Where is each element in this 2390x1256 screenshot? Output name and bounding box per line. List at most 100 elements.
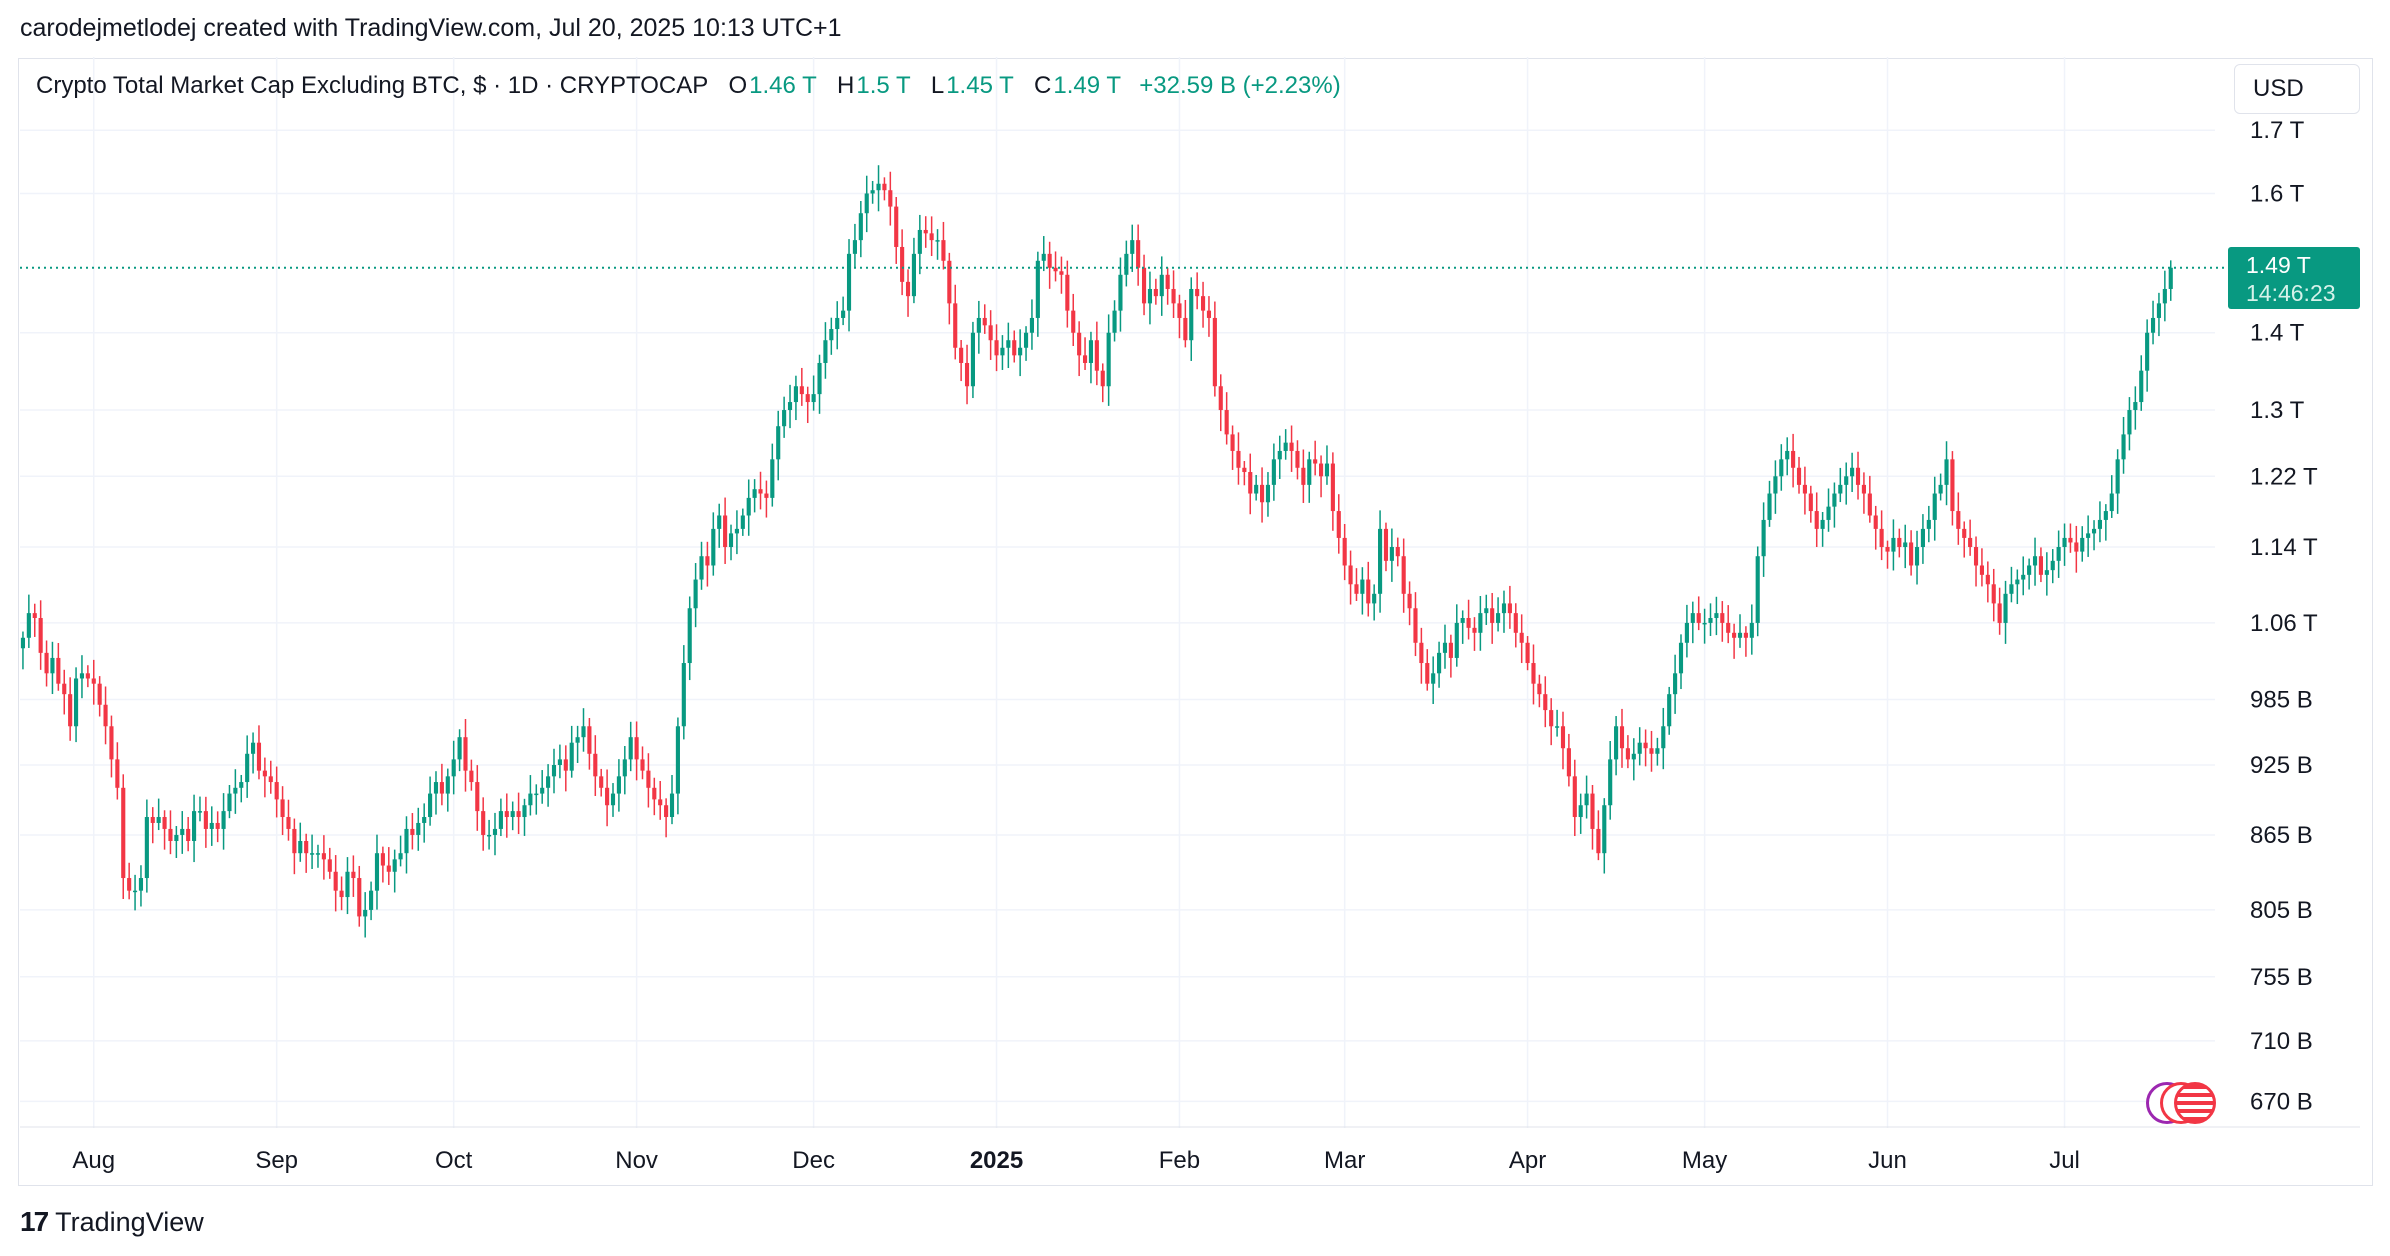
candle[interactable] (1301, 449, 1306, 503)
candle[interactable] (1732, 623, 1737, 659)
candle[interactable] (79, 655, 85, 699)
candle[interactable] (1796, 456, 1802, 494)
candle[interactable] (416, 807, 421, 851)
candle[interactable] (1726, 605, 1731, 644)
candle[interactable] (2150, 300, 2156, 345)
candle[interactable] (687, 596, 692, 681)
candle[interactable] (1324, 445, 1330, 485)
candle[interactable] (835, 301, 840, 350)
candle[interactable] (386, 847, 391, 885)
candle[interactable] (1885, 540, 1890, 569)
candle[interactable] (192, 794, 197, 863)
candle[interactable] (1401, 538, 1406, 613)
candle[interactable] (1372, 584, 1377, 621)
candle[interactable] (1649, 730, 1654, 772)
candle[interactable] (428, 776, 433, 826)
candle[interactable] (846, 239, 852, 332)
candle[interactable] (256, 725, 262, 780)
candle[interactable] (315, 844, 321, 868)
candle[interactable] (1560, 711, 1566, 770)
candle[interactable] (817, 354, 822, 414)
candle[interactable] (593, 735, 598, 797)
candle[interactable] (1543, 676, 1548, 728)
candle[interactable] (439, 763, 444, 806)
candle[interactable] (1259, 467, 1265, 523)
candle[interactable] (746, 479, 751, 536)
candle[interactable] (481, 797, 486, 851)
candle[interactable] (1661, 707, 1666, 770)
candle[interactable] (1702, 608, 1707, 644)
candle[interactable] (929, 216, 934, 257)
candle[interactable] (728, 524, 734, 561)
candle[interactable] (1590, 785, 1595, 850)
candle[interactable] (433, 771, 439, 815)
candle[interactable] (1330, 452, 1335, 531)
candle[interactable] (504, 793, 509, 838)
candle[interactable] (1124, 240, 1129, 287)
candle[interactable] (569, 725, 574, 778)
candle[interactable] (1956, 492, 1961, 545)
candle[interactable] (652, 777, 657, 816)
events-markers[interactable] (2146, 1082, 2216, 1126)
candle[interactable] (970, 321, 976, 399)
candle[interactable] (2145, 319, 2150, 392)
candle[interactable] (1012, 330, 1017, 363)
candle[interactable] (557, 744, 562, 779)
candle[interactable] (1094, 321, 1099, 386)
candle[interactable] (793, 375, 798, 421)
candle[interactable] (1749, 604, 1754, 655)
candle[interactable] (132, 874, 138, 911)
candle[interactable] (1271, 443, 1276, 501)
candle[interactable] (1968, 519, 1973, 556)
candle[interactable] (1637, 727, 1642, 766)
candle[interactable] (91, 659, 96, 705)
candle[interactable] (1997, 587, 2002, 635)
candle[interactable] (510, 801, 515, 831)
candle[interactable] (1879, 510, 1884, 561)
candle[interactable] (310, 834, 315, 870)
candle[interactable] (658, 780, 663, 820)
candle[interactable] (2032, 537, 2038, 586)
candle[interactable] (581, 708, 586, 752)
candle[interactable] (1614, 716, 1619, 776)
candle[interactable] (1478, 596, 1483, 651)
candle[interactable] (551, 748, 557, 794)
candle[interactable] (1737, 614, 1743, 648)
candle[interactable] (1136, 224, 1141, 286)
candle[interactable] (1519, 614, 1524, 664)
candle[interactable] (1708, 603, 1713, 636)
candle[interactable] (640, 746, 645, 780)
candle[interactable] (1342, 524, 1347, 581)
candle[interactable] (888, 171, 893, 226)
candle[interactable] (1572, 759, 1577, 837)
candle[interactable] (1584, 775, 1589, 819)
candle[interactable] (1242, 461, 1247, 486)
candle[interactable] (852, 223, 857, 267)
candle[interactable] (374, 834, 380, 910)
candle[interactable] (138, 865, 144, 907)
candle[interactable] (227, 784, 232, 819)
candle[interactable] (1189, 277, 1194, 361)
candle[interactable] (1861, 472, 1866, 514)
candle[interactable] (221, 793, 226, 850)
candle[interactable] (894, 197, 899, 264)
candle[interactable] (1549, 698, 1554, 746)
currency-selector[interactable]: USD (2234, 64, 2360, 114)
candle[interactable] (1018, 329, 1023, 377)
candle[interactable] (752, 479, 757, 513)
candle[interactable] (1437, 641, 1442, 688)
candle[interactable] (115, 742, 120, 800)
candle[interactable] (286, 799, 291, 841)
candle[interactable] (1419, 627, 1424, 684)
candle[interactable] (864, 175, 869, 233)
candle[interactable] (1820, 511, 1825, 547)
candle[interactable] (162, 810, 167, 850)
candle[interactable] (829, 317, 834, 355)
candle[interactable] (1566, 733, 1571, 787)
candle[interactable] (1867, 475, 1872, 523)
candle[interactable] (1755, 546, 1760, 637)
candle[interactable] (1183, 299, 1188, 348)
candle[interactable] (905, 269, 911, 317)
candle[interactable] (2068, 523, 2073, 553)
candle[interactable] (1295, 440, 1300, 480)
